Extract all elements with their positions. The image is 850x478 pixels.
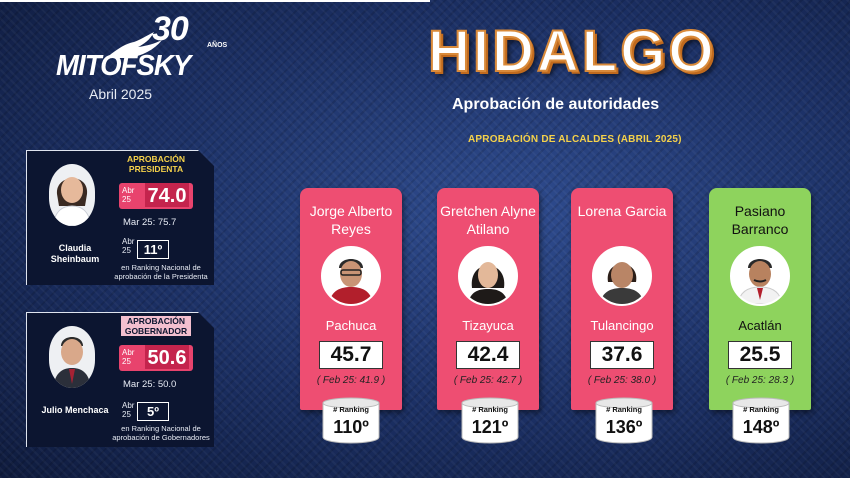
person-icon xyxy=(49,326,95,388)
mayor-city: Tulancingo xyxy=(590,318,654,333)
mayor-city: Acatlán xyxy=(738,318,782,333)
mitofsky-logo: 30 AÑOS MITOFSKY Abril 2025 xyxy=(52,10,227,107)
mayor-previous: ( Feb 25: 38.0 ) xyxy=(587,375,657,386)
president-heading: APROBACIÓN PRESIDENTA xyxy=(126,154,186,174)
mayor-photo xyxy=(458,246,518,306)
top-rule xyxy=(0,0,430,2)
governor-name: Julio Menchaca xyxy=(41,405,109,415)
president-rank-note: en Ranking Nacional de aprobación de la … xyxy=(114,263,208,281)
ranking-label: # Ranking xyxy=(606,405,642,414)
mayor-name: Pasiano Barranco xyxy=(731,203,789,237)
mayor-card: Pasiano Barranco Acatlán 25.5 ( Feb 25: … xyxy=(709,188,811,410)
governor-heading: APROBACIÓN GOBERNADOR xyxy=(121,316,191,336)
president-score: 74.0 xyxy=(145,183,189,207)
ranking-badge: # Ranking 110º xyxy=(321,397,381,445)
cylinder-shape xyxy=(322,397,380,444)
cylinder-shape xyxy=(595,397,653,444)
mayor-score: 37.6 xyxy=(590,341,654,369)
mayor-name: Gretchen Alyne Atilano xyxy=(440,203,536,237)
mayor-name: Lorena Garcia xyxy=(577,203,667,219)
governor-rank: 5º xyxy=(137,402,169,421)
section-heading: APROBACIÓN DE ALCALDES (ABRIL 2025) xyxy=(468,134,682,145)
governor-rank-period: Abr 25 xyxy=(122,401,135,419)
state-title: HIDALGO xyxy=(427,18,717,85)
ranking-value: 110º xyxy=(333,417,369,437)
mayor-card: Jorge Alberto Reyes Pachuca 45.7 ( Feb 2… xyxy=(300,188,402,410)
page-subtitle: Aprobación de autoridades xyxy=(452,96,660,113)
person-icon xyxy=(49,164,95,226)
logo-30: 30 xyxy=(152,10,189,48)
person-icon xyxy=(323,248,379,304)
president-rank: 11º xyxy=(137,240,169,259)
ranking-badge: # Ranking 136º xyxy=(594,397,654,445)
ranking-badge: # Ranking 121º xyxy=(460,397,520,445)
ranking-label: # Ranking xyxy=(743,405,779,414)
person-icon xyxy=(594,248,650,304)
cylinder-shape xyxy=(732,397,790,444)
mayor-card: Lorena Garcia Tulancingo 37.6 ( Feb 25: … xyxy=(571,188,673,410)
ranking-badge: # Ranking 148º xyxy=(731,397,791,445)
bird-icon xyxy=(106,32,162,58)
president-rank-period: Abr 25 xyxy=(122,237,135,255)
mayor-city: Pachuca xyxy=(325,318,377,333)
president-previous: Mar 25: 75.7 xyxy=(123,217,177,228)
president-photo xyxy=(49,164,95,226)
ranking-value: 121º xyxy=(471,417,509,437)
president-score-box: Abr 25 74.0 xyxy=(119,183,193,209)
ranking-label: # Ranking xyxy=(472,405,508,414)
mayor-score: 42.4 xyxy=(456,341,520,369)
logo-name: MITOFSKY xyxy=(56,50,191,82)
mayor-card: Gretchen Alyne Atilano Tizayuca 42.4 ( F… xyxy=(437,188,539,410)
president-period: Abr 25 xyxy=(122,186,135,204)
governor-previous: Mar 25: 50.0 xyxy=(123,379,177,390)
governor-panel: Julio Menchaca APROBACIÓN GOBERNADOR Abr… xyxy=(26,312,214,447)
person-icon xyxy=(732,248,788,304)
mayor-name: Jorge Alberto Reyes xyxy=(309,203,393,237)
mayor-score: 25.5 xyxy=(728,341,792,369)
mayor-photo xyxy=(321,246,381,306)
ranking-value: 136º xyxy=(605,417,643,437)
governor-score-box: Abr 25 50.6 xyxy=(119,345,193,371)
mayor-photo xyxy=(730,246,790,306)
governor-rank-note: en Ranking Nacional de aprobación de Gob… xyxy=(112,424,210,442)
governor-score: 50.6 xyxy=(145,345,189,369)
mayor-city: Tizayuca xyxy=(462,318,514,333)
ranking-label: # Ranking xyxy=(333,405,369,414)
mayor-previous: ( Feb 25: 42.7 ) xyxy=(453,375,523,386)
president-panel: Claudia Sheinbaum APROBACIÓN PRESIDENTA … xyxy=(26,150,214,285)
president-name: Claudia Sheinbaum xyxy=(50,243,100,264)
logo-anos: AÑOS xyxy=(207,42,228,49)
governor-photo xyxy=(49,326,95,388)
report-date: Abril 2025 xyxy=(89,86,153,102)
mayor-previous: ( Feb 25: 28.3 ) xyxy=(725,375,795,386)
mayor-previous: ( Feb 25: 41.9 ) xyxy=(316,375,386,386)
mayor-photo xyxy=(592,246,652,306)
mayor-score: 45.7 xyxy=(319,341,383,369)
ranking-value: 148º xyxy=(742,417,780,437)
cylinder-shape xyxy=(461,397,519,444)
person-icon xyxy=(460,248,516,304)
governor-period: Abr 25 xyxy=(122,348,135,366)
